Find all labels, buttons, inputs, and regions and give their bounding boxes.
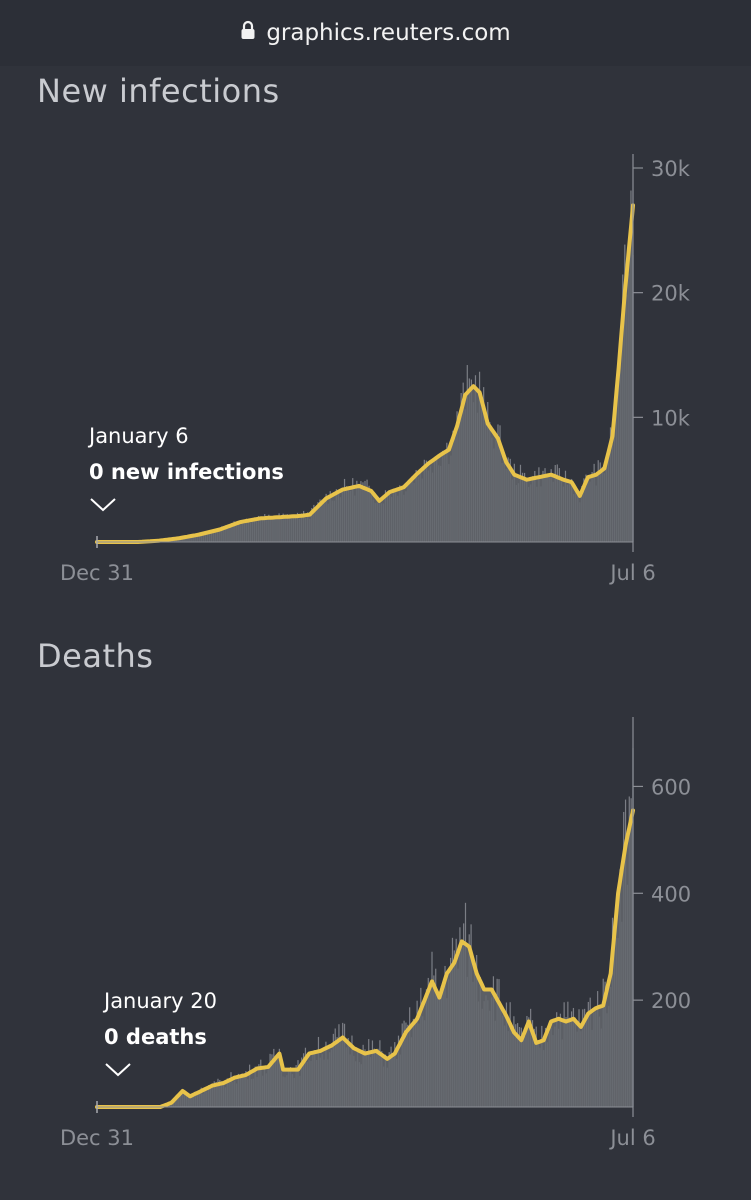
x-tick-label-end: Jul 6: [608, 1126, 655, 1150]
y-tick-label: 20k: [651, 282, 691, 306]
chart-title-deaths: Deaths: [37, 637, 154, 675]
annotation-date: January 6: [89, 424, 189, 448]
chevron-down-icon: [89, 494, 284, 518]
annotation-value: 0 deaths: [104, 1025, 207, 1049]
x-tick-label-end: Jul 6: [608, 561, 655, 585]
infections-chart[interactable]: 10k 20k 30k Dec 31 Jul 6: [0, 140, 751, 600]
address-bar[interactable]: graphics.reuters.com: [0, 0, 751, 66]
infections-annotation: January 6 0 new infections: [89, 424, 284, 518]
y-tick-label: 600: [651, 775, 691, 799]
y-tick-label: 30k: [651, 157, 691, 181]
y-tick-label: 200: [651, 989, 691, 1013]
url-text: graphics.reuters.com: [266, 20, 511, 46]
chevron-down-icon: [104, 1059, 217, 1083]
lock-icon: [240, 20, 256, 46]
deaths-annotation: January 20 0 deaths: [104, 989, 217, 1083]
area-fill: [97, 810, 633, 1107]
y-tick-label: 10k: [651, 406, 691, 430]
deaths-chart[interactable]: 200 400 600 Dec 31 Jul 6: [0, 705, 751, 1165]
chart-title-infections: New infections: [37, 72, 280, 110]
trend-line: [95, 808, 635, 1109]
x-tick-label-start: Dec 31: [60, 561, 134, 585]
annotation-date: January 20: [104, 989, 218, 1013]
trend-line: [95, 203, 635, 544]
y-tick-label: 400: [651, 882, 691, 906]
area-fill: [97, 205, 633, 542]
annotation-value: 0 new infections: [89, 460, 284, 484]
x-tick-label-start: Dec 31: [60, 1126, 134, 1150]
